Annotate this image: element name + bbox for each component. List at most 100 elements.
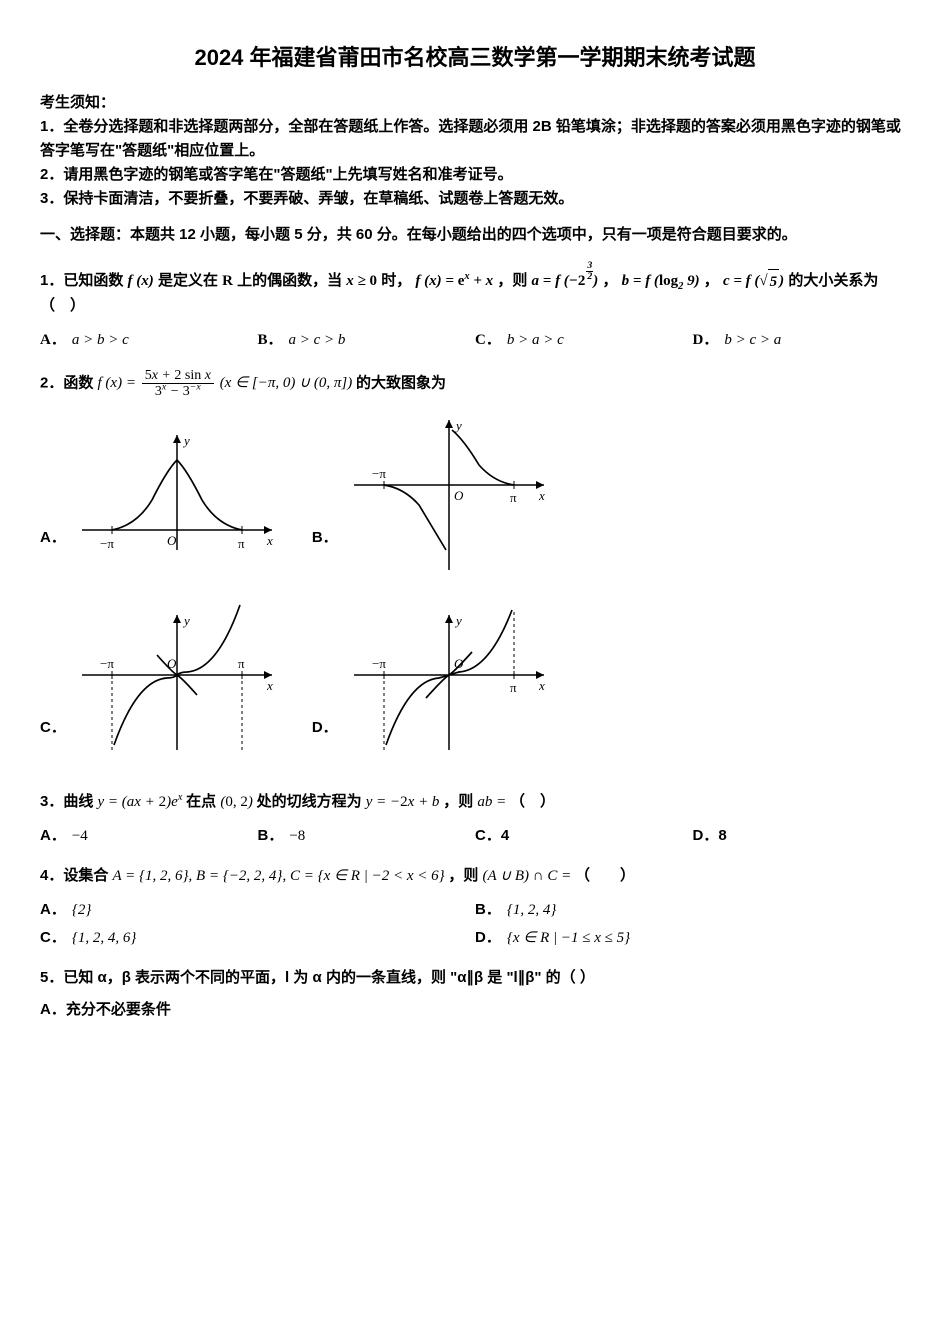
- q3-opt-c-label: C．4: [475, 824, 509, 848]
- q2-graphs-row2: C． y x O −π π D． y x O: [40, 600, 910, 770]
- q1-opt-d[interactable]: D． b > c > a: [693, 326, 911, 354]
- q3-options: A． −4 B． −8 C．4 D．8: [40, 822, 910, 850]
- q2-text-b: 的大致图象为: [356, 374, 446, 391]
- q4-setA: A = {1, 2, 6}: [113, 868, 189, 884]
- svg-text:−π: −π: [372, 466, 386, 481]
- q1-R: R: [222, 273, 233, 289]
- q3-text-a: 3．曲线: [40, 793, 98, 810]
- q2-graphs-row1: A． y x O −π π B． y x O −π: [40, 410, 910, 580]
- notice-3: 3．保持卡面清洁，不要折叠，不要弄破、弄皱，在草稿纸、试题卷上答题无效。: [40, 187, 910, 211]
- q4-setB: B = {−2, 2, 4}: [196, 868, 282, 884]
- q4-opt-c-label: C．: [40, 926, 66, 950]
- q4-opt-a-label: A．: [40, 898, 66, 922]
- q1-text-b: 是定义在: [158, 272, 222, 289]
- graph-b-svg: y x O −π π: [344, 410, 554, 580]
- exam-title: 2024 年福建省莆田市名校高三数学第一学期期末统考试题: [40, 40, 910, 75]
- q4-opt-c[interactable]: C． {1, 2, 4, 6}: [40, 924, 475, 952]
- q2-graph-a[interactable]: A． y x O −π π: [40, 410, 282, 580]
- q3-opt-d-label: D．8: [693, 824, 727, 848]
- svg-text:−π: −π: [372, 656, 386, 671]
- question-3: 3．曲线 y = (ax + 2)ex 在点 (0, 2) 处的切线方程为 y …: [40, 790, 910, 814]
- q1-text-d: 时，: [381, 272, 411, 289]
- q3-tangent: y = −2x + b: [366, 794, 440, 810]
- section-1-heading: 一、选择题：本题共 12 小题，每小题 5 分，共 60 分。在每小题给出的四个…: [40, 223, 910, 247]
- q1-opt-b-math: a > c > b: [289, 328, 346, 352]
- q3-opt-b-math: −8: [289, 824, 305, 848]
- q1-text-a: 1．已知函数: [40, 272, 128, 289]
- question-5: 5．已知 α，β 表示两个不同的平面，l 为 α 内的一条直线，则 "α∥β 是…: [40, 966, 910, 990]
- graph-c-svg: y x O −π π: [72, 600, 282, 770]
- q1-opt-a[interactable]: A． a > b > c: [40, 326, 258, 354]
- q3-text-d: ，则: [443, 793, 477, 810]
- q1-opt-c-math: b > a > c: [507, 328, 564, 352]
- q2-graph-b[interactable]: B． y x O −π π: [312, 410, 554, 580]
- q2-opt-c-label: C．: [40, 716, 66, 740]
- q1-a: a = f (−232): [532, 273, 599, 289]
- notice-2: 2．请用黑色字迹的钢笔或答字笔在"答题纸"上先填写姓名和准考证号。: [40, 163, 910, 187]
- svg-text:x: x: [538, 678, 545, 693]
- q3-point: (0, 2): [220, 794, 253, 810]
- svg-text:y: y: [454, 613, 462, 628]
- svg-text:y: y: [182, 613, 190, 628]
- svg-text:O: O: [167, 533, 177, 548]
- q2-graph-c[interactable]: C． y x O −π π: [40, 600, 282, 770]
- q3-text-e: （ ）: [510, 793, 555, 810]
- svg-text:x: x: [266, 533, 273, 548]
- q1-c: c = f (5): [723, 273, 784, 289]
- q1-options: A． a > b > c B． a > c > b C． b > a > c D…: [40, 326, 910, 354]
- svg-text:x: x: [538, 488, 545, 503]
- q1-opt-a-label: A．: [40, 328, 66, 352]
- q3-text-b: 在点: [186, 793, 220, 810]
- q4-text-a: 4．设集合: [40, 867, 113, 884]
- q4-expr: (A ∪ B) ∩ C =: [483, 868, 572, 884]
- q1-opt-b-label: B．: [258, 328, 283, 352]
- graph-d-svg: y x O −π π: [344, 600, 554, 770]
- q1-opt-b[interactable]: B． a > c > b: [258, 326, 476, 354]
- q3-opt-a-label: A．: [40, 824, 66, 848]
- q4-opt-d[interactable]: D． {x ∈ R | −1 ≤ x ≤ 5}: [475, 924, 910, 952]
- q1-text-c: 上的偶函数，当: [237, 272, 346, 289]
- graph-a-svg: y x O −π π: [72, 420, 282, 570]
- q1-opt-c-label: C．: [475, 328, 501, 352]
- question-4: 4．设集合 A = {1, 2, 6}, B = {−2, 2, 4}, C =…: [40, 864, 910, 888]
- q2-opt-d-label: D．: [312, 716, 338, 740]
- q1-opt-d-label: D．: [693, 328, 719, 352]
- svg-text:π: π: [238, 656, 245, 671]
- q1-opt-c[interactable]: C． b > a > c: [475, 326, 693, 354]
- svg-text:π: π: [238, 536, 245, 551]
- q5-opt-a[interactable]: A．充分不必要条件: [40, 998, 910, 1022]
- q3-opt-b[interactable]: B． −8: [258, 822, 476, 850]
- q1-fx: f (x): [128, 273, 154, 289]
- svg-text:−π: −π: [100, 536, 114, 551]
- q2-opt-b-label: B．: [312, 526, 338, 550]
- q3-curve: y = (ax + 2)ex: [98, 794, 183, 810]
- question-1: 1．已知函数 f (x) 是定义在 R 上的偶函数，当 x ≥ 0 时， f (…: [40, 261, 910, 318]
- q2-text-a: 2．函数: [40, 374, 98, 391]
- svg-text:O: O: [167, 656, 177, 671]
- q1-opt-a-math: a > b > c: [72, 328, 129, 352]
- q4-opt-a[interactable]: A． {2}: [40, 896, 475, 924]
- q4-opt-d-math: {x ∈ R | −1 ≤ x ≤ 5}: [507, 926, 630, 950]
- q2-graph-d[interactable]: D． y x O −π π: [312, 600, 554, 770]
- q3-opt-a[interactable]: A． −4: [40, 822, 258, 850]
- svg-text:O: O: [454, 488, 464, 503]
- q2-fn: f (x) = 5x + 2 sin x 3x − 3−x (x ∈ [−π, …: [98, 375, 356, 391]
- q1-b: b = f (log2 9): [622, 273, 700, 289]
- q1-text-e: ，则: [497, 272, 531, 289]
- q3-opt-b-label: B．: [258, 824, 284, 848]
- q1-fdef: f (x) = ex + x: [415, 273, 493, 289]
- q4-opt-b[interactable]: B． {1, 2, 4}: [475, 896, 910, 924]
- q3-text-c: 处的切线方程为: [257, 793, 366, 810]
- svg-text:π: π: [510, 490, 517, 505]
- q4-opt-a-math: {2}: [72, 898, 92, 922]
- q4-opt-b-label: B．: [475, 898, 501, 922]
- q1-opt-d-math: b > c > a: [724, 328, 781, 352]
- notice-1: 1．全卷分选择题和非选择题两部分，全部在答题纸上作答。选择题必须用 2B 铅笔填…: [40, 115, 910, 163]
- q3-opt-d[interactable]: D．8: [693, 822, 911, 850]
- q4-text-mid: ，则: [448, 867, 482, 884]
- q3-opt-a-math: −4: [72, 824, 88, 848]
- q3-ab: ab =: [477, 794, 506, 810]
- svg-text:π: π: [510, 680, 517, 695]
- q2-opt-a-label: A．: [40, 526, 66, 550]
- q3-opt-c[interactable]: C．4: [475, 822, 693, 850]
